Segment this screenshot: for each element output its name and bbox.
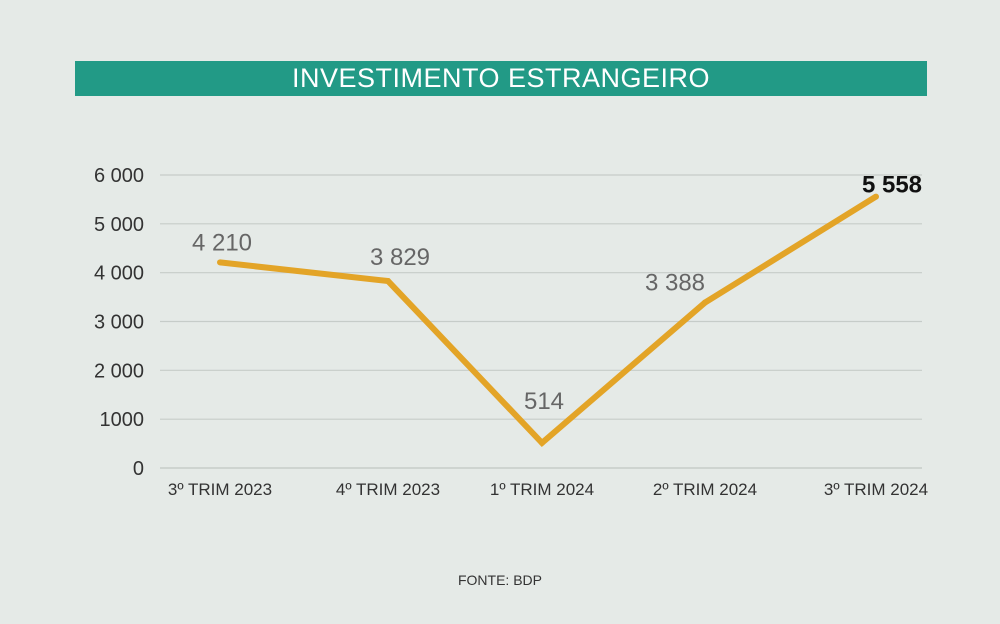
y-tick-label: 5 000 — [94, 214, 144, 236]
data-point — [385, 278, 391, 285]
data-label: 3 829 — [370, 244, 430, 271]
data-label: 3 388 — [645, 270, 705, 297]
y-tick-label: 0 — [133, 458, 144, 480]
chart-title: INVESTIMENTO ESTRANGEIRO — [291, 63, 711, 93]
x-tick-label: 4º TRIM 2023 — [336, 480, 440, 499]
data-point — [217, 259, 223, 266]
data-point — [702, 299, 708, 306]
x-tick-label: 3º TRIM 2023 — [168, 480, 272, 499]
y-tick-label: 3 000 — [94, 312, 144, 334]
data-point — [873, 193, 879, 200]
title-bar: INVESTIMENTO ESTRANGEIRO — [75, 61, 927, 96]
x-tick-label: 1º TRIM 2024 — [490, 480, 594, 499]
y-tick-label: 2 000 — [94, 360, 144, 382]
x-tick-label: 2º TRIM 2024 — [653, 480, 757, 499]
y-tick-label: 4 000 — [94, 263, 144, 285]
y-tick-label: 6 000 — [94, 165, 144, 187]
data-label: 4 210 — [192, 229, 252, 256]
data-label: 514 — [524, 388, 564, 415]
source-note: FONTE: BDP — [457, 572, 542, 588]
x-tick-label: 3º TRIM 2024 — [824, 480, 928, 499]
data-point — [539, 439, 545, 446]
y-tick-label: 1000 — [100, 409, 145, 431]
data-label: 5 558 — [862, 172, 922, 199]
